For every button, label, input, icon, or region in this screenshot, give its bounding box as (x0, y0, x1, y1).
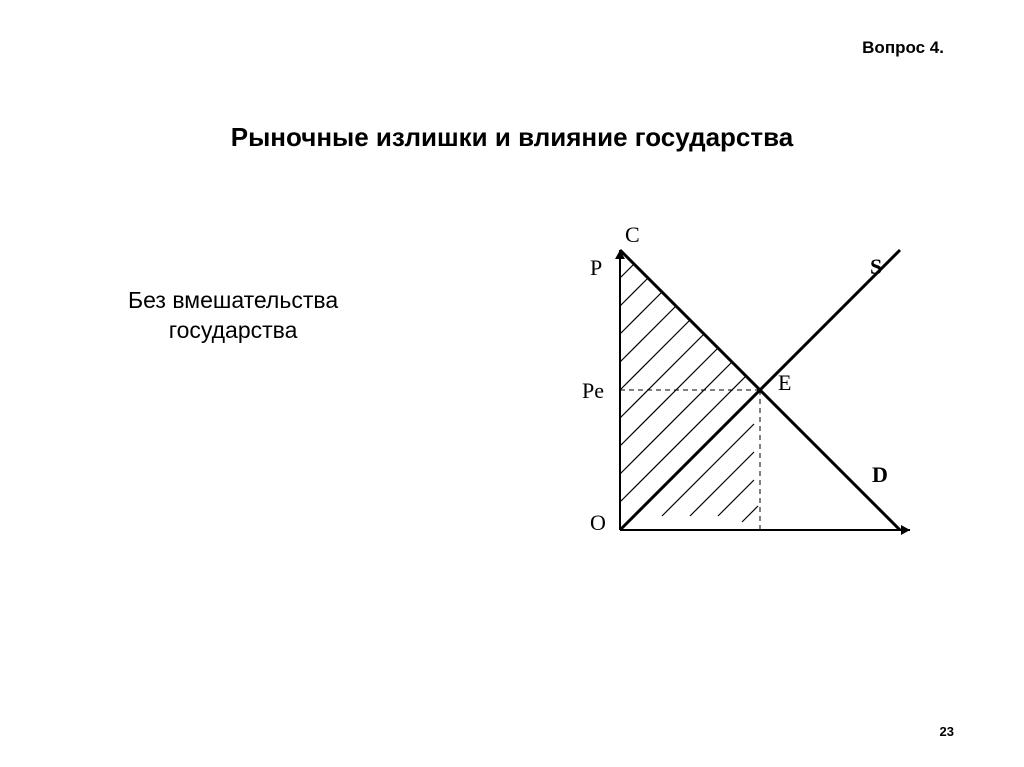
svg-text:S: S (870, 254, 882, 279)
question-label: Вопрос 4. (862, 38, 944, 58)
svg-text:Pe: Pe (582, 378, 604, 403)
side-caption-line2: государства (169, 317, 298, 343)
svg-text:C: C (625, 222, 640, 247)
svg-text:E: E (778, 370, 791, 395)
side-caption-line1: Без вмешательства (128, 287, 338, 313)
page-number: 23 (940, 724, 954, 739)
surplus-diagram: PCSDOPeE (560, 230, 920, 560)
side-caption: Без вмешательства государства (128, 286, 338, 346)
svg-text:O: O (590, 510, 606, 535)
page-title: Рыночные излишки и влияние государства (0, 122, 1024, 153)
diagram-svg: PCSDOPeE (560, 230, 920, 560)
svg-text:D: D (872, 462, 888, 487)
svg-text:P: P (590, 255, 602, 280)
